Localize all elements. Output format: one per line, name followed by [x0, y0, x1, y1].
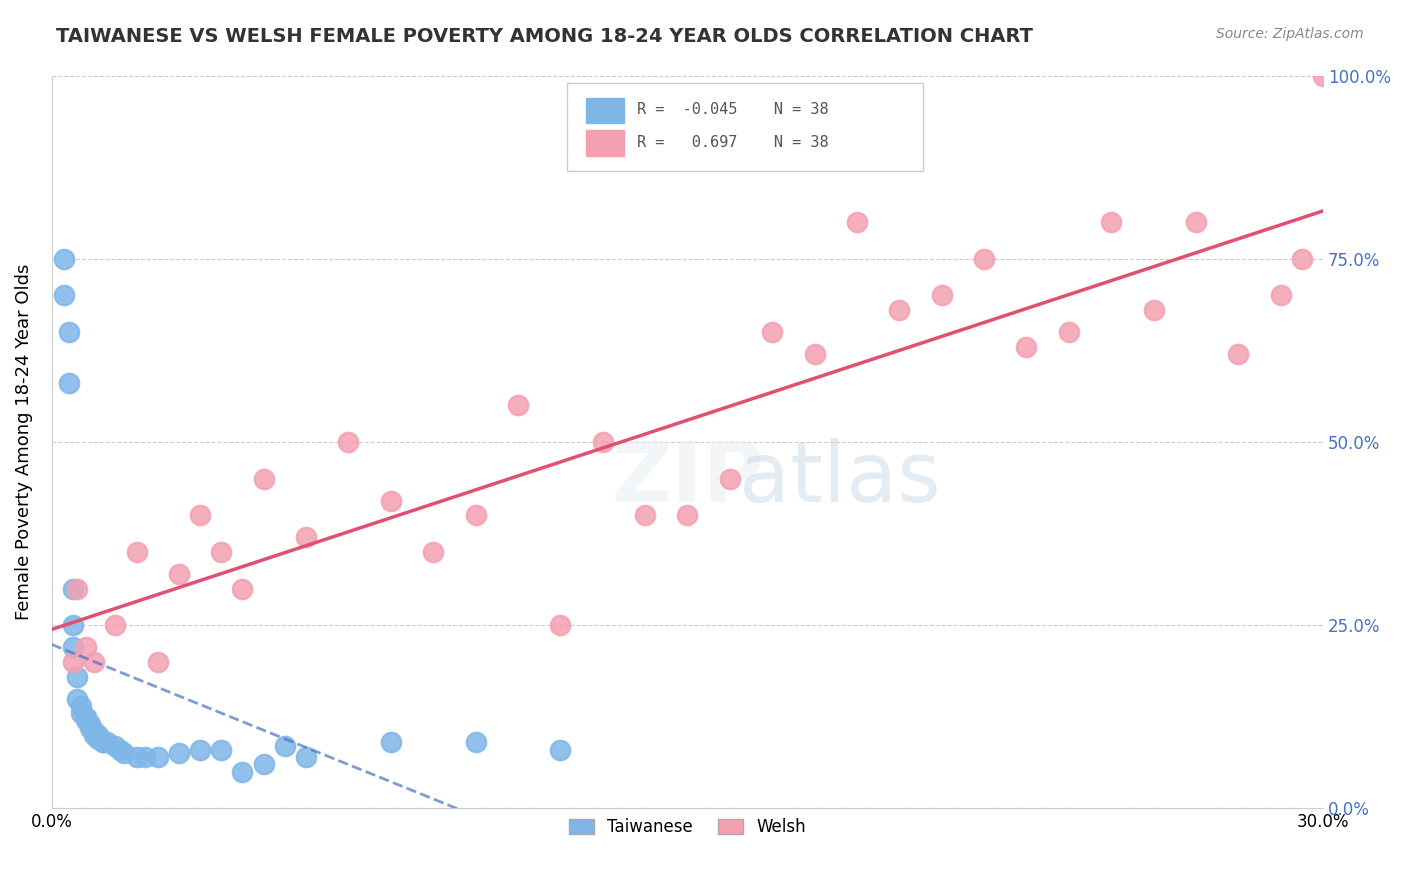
- Text: ZIP: ZIP: [612, 438, 763, 519]
- Point: [146, 750, 169, 764]
- Point: [104, 739, 127, 753]
- Point: [62, 655, 84, 669]
- Point: [188, 743, 211, 757]
- Point: [53, 288, 76, 302]
- Point: [1312, 69, 1334, 83]
- Text: R =   0.697    N = 38: R = 0.697 N = 38: [637, 136, 828, 151]
- Point: [112, 747, 135, 761]
- Point: [58, 325, 80, 339]
- Point: [803, 347, 825, 361]
- Point: [188, 508, 211, 523]
- Point: [83, 724, 105, 739]
- Point: [1185, 215, 1208, 229]
- Point: [761, 325, 783, 339]
- Point: [58, 376, 80, 391]
- Point: [79, 717, 101, 731]
- Point: [75, 710, 97, 724]
- Point: [87, 731, 110, 746]
- Point: [62, 582, 84, 596]
- Point: [253, 472, 276, 486]
- Point: [70, 698, 93, 713]
- Point: [104, 618, 127, 632]
- Point: [1270, 288, 1292, 302]
- Point: [464, 508, 486, 523]
- Point: [506, 398, 529, 412]
- Point: [973, 252, 995, 266]
- Point: [380, 493, 402, 508]
- Point: [53, 252, 76, 266]
- Point: [79, 721, 101, 735]
- Point: [91, 735, 114, 749]
- Text: R =  -0.045    N = 38: R = -0.045 N = 38: [637, 103, 828, 118]
- Point: [83, 655, 105, 669]
- Point: [231, 582, 253, 596]
- Point: [889, 303, 911, 318]
- Point: [295, 530, 318, 544]
- Point: [931, 288, 953, 302]
- Point: [1015, 340, 1038, 354]
- Point: [274, 739, 297, 753]
- Point: [91, 735, 114, 749]
- Point: [96, 735, 118, 749]
- Legend: Taiwanese, Welsh: Taiwanese, Welsh: [561, 809, 814, 844]
- Point: [66, 669, 89, 683]
- Point: [75, 714, 97, 728]
- Text: atlas: atlas: [740, 438, 941, 519]
- Point: [1099, 215, 1122, 229]
- Point: [550, 618, 572, 632]
- Point: [676, 508, 699, 523]
- FancyBboxPatch shape: [586, 97, 624, 123]
- Point: [167, 747, 190, 761]
- Point: [62, 618, 84, 632]
- Point: [718, 472, 741, 486]
- Point: [231, 764, 253, 779]
- Text: Source: ZipAtlas.com: Source: ZipAtlas.com: [1216, 27, 1364, 41]
- Y-axis label: Female Poverty Among 18-24 Year Olds: Female Poverty Among 18-24 Year Olds: [15, 264, 32, 620]
- Point: [464, 735, 486, 749]
- Point: [634, 508, 657, 523]
- Point: [550, 743, 572, 757]
- Point: [253, 757, 276, 772]
- Point: [1142, 303, 1164, 318]
- Point: [295, 750, 318, 764]
- Point: [87, 728, 110, 742]
- Point: [70, 706, 93, 721]
- Point: [125, 545, 148, 559]
- FancyBboxPatch shape: [586, 130, 624, 156]
- Point: [380, 735, 402, 749]
- Point: [83, 728, 105, 742]
- Point: [75, 640, 97, 655]
- Point: [125, 750, 148, 764]
- Point: [66, 582, 89, 596]
- Point: [1227, 347, 1250, 361]
- Point: [1057, 325, 1080, 339]
- Point: [209, 545, 232, 559]
- Point: [134, 750, 156, 764]
- FancyBboxPatch shape: [567, 83, 922, 170]
- Point: [592, 434, 614, 449]
- Point: [1291, 252, 1313, 266]
- Point: [167, 566, 190, 581]
- Point: [337, 434, 360, 449]
- Point: [66, 691, 89, 706]
- Point: [108, 743, 131, 757]
- Point: [209, 743, 232, 757]
- Point: [146, 655, 169, 669]
- Point: [422, 545, 444, 559]
- Point: [62, 640, 84, 655]
- Text: TAIWANESE VS WELSH FEMALE POVERTY AMONG 18-24 YEAR OLDS CORRELATION CHART: TAIWANESE VS WELSH FEMALE POVERTY AMONG …: [56, 27, 1033, 45]
- Point: [846, 215, 869, 229]
